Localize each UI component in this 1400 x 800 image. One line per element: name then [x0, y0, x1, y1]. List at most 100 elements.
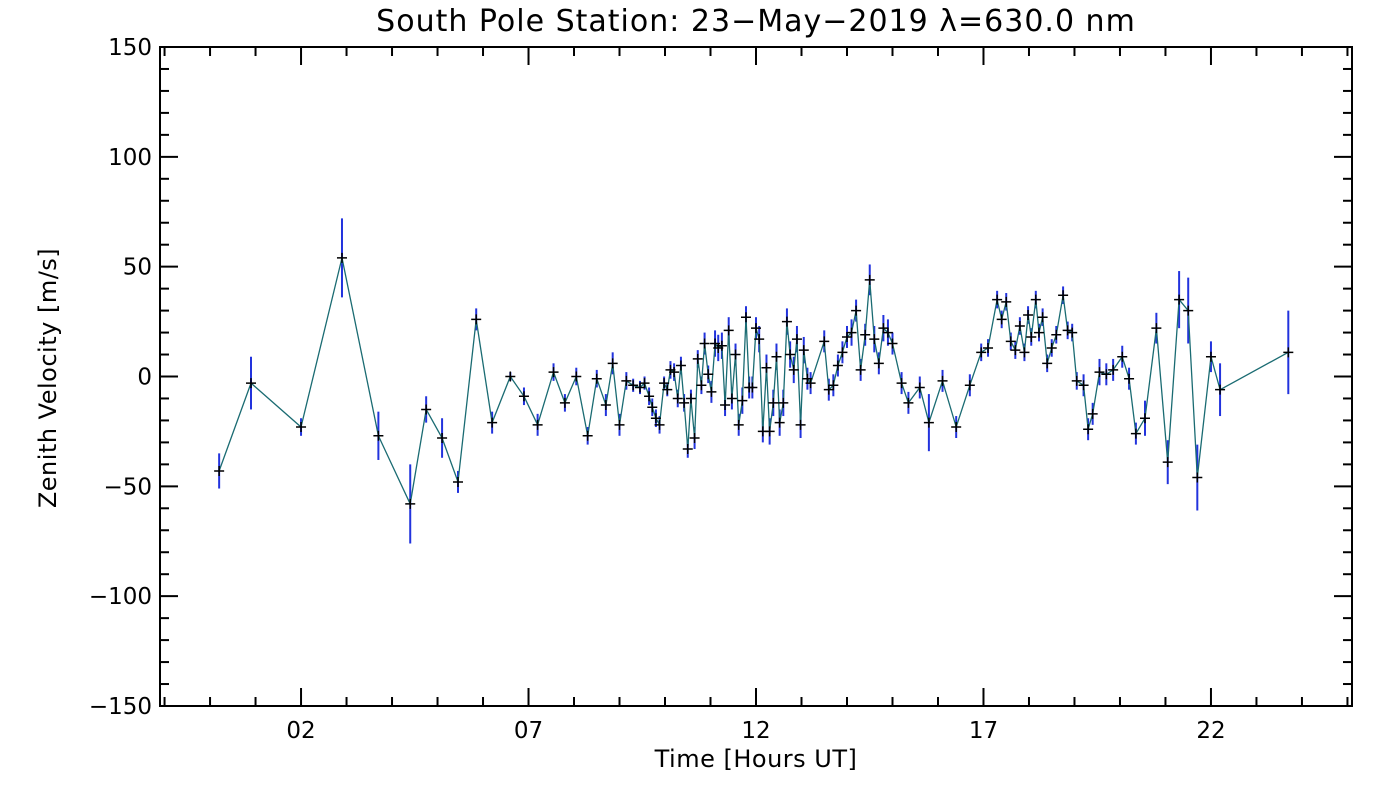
data-point — [453, 476, 463, 487]
data-point — [518, 391, 529, 402]
data-point — [634, 382, 645, 393]
data-point — [976, 347, 987, 358]
data-point — [996, 314, 1007, 325]
data-point — [1046, 342, 1057, 353]
data-point — [1101, 369, 1112, 380]
data-point — [785, 349, 796, 360]
data-point — [726, 393, 737, 404]
data-point — [405, 498, 416, 509]
data-point — [1005, 336, 1016, 347]
data-point — [471, 314, 482, 325]
data-point — [682, 443, 693, 454]
data-point — [621, 375, 632, 386]
data-point — [1019, 347, 1030, 358]
data-point — [923, 417, 934, 428]
data-point — [672, 393, 683, 404]
data-point — [937, 375, 948, 386]
chart-title: South Pole Station: 23−May−2019 λ=630.0 … — [376, 4, 1136, 39]
data-point — [805, 378, 816, 389]
y-tick-label: −150 — [89, 694, 152, 720]
data-point — [740, 312, 751, 323]
data-point — [607, 358, 618, 369]
y-tick-label: −100 — [89, 584, 152, 610]
data-point — [1026, 331, 1037, 342]
data-point — [798, 345, 809, 356]
data-point — [1037, 312, 1048, 323]
data-point — [723, 325, 734, 336]
data-point — [864, 274, 875, 285]
data-point — [768, 397, 779, 408]
x-axis-label: Time [Hours UT] — [654, 745, 858, 773]
data-point — [761, 362, 772, 373]
data-point — [685, 393, 696, 404]
data-point — [869, 334, 880, 345]
data-point — [1215, 384, 1226, 395]
data-point — [791, 334, 802, 345]
data-point — [1283, 347, 1294, 358]
data-point — [505, 371, 516, 382]
data-point — [1205, 351, 1216, 362]
data-point — [855, 364, 866, 375]
data-point — [1014, 320, 1025, 331]
data-point — [841, 331, 852, 342]
data-point — [699, 338, 710, 349]
data-point — [778, 397, 789, 408]
error-bars — [218, 218, 1290, 544]
data-point — [795, 419, 806, 430]
y-tick-label: 0 — [137, 365, 152, 391]
x-tick-label: 17 — [969, 718, 998, 744]
data-point — [1151, 323, 1162, 334]
data-point — [336, 252, 347, 263]
data-point — [754, 334, 765, 345]
data-point — [1162, 457, 1173, 468]
data-point — [860, 329, 871, 340]
data-point — [373, 430, 384, 441]
data-point — [983, 342, 994, 353]
data-point — [421, 404, 432, 415]
data-point — [1001, 296, 1012, 307]
data-point — [1108, 364, 1119, 375]
data-point — [647, 402, 658, 413]
tick-labels: −150 −100 −50 0 50 100 150 02 07 12 17 22 — [89, 35, 1226, 744]
data-point — [706, 386, 717, 397]
data-point — [1117, 351, 1128, 362]
data-point — [1062, 325, 1073, 336]
data-point — [1042, 358, 1053, 369]
data-point — [832, 360, 843, 371]
data-point — [788, 364, 799, 375]
data-point — [1071, 375, 1082, 386]
data-point — [559, 397, 570, 408]
data-point — [878, 323, 889, 334]
series-line-layer — [218, 257, 1289, 507]
data-point — [662, 384, 673, 395]
data-point — [628, 380, 639, 391]
data-point — [851, 305, 862, 316]
data-point — [781, 316, 792, 327]
data-point — [571, 371, 582, 382]
data-point — [764, 426, 775, 437]
data-point — [692, 353, 703, 364]
data-point — [437, 433, 448, 444]
data-point — [846, 327, 857, 338]
data-point — [1087, 408, 1098, 419]
data-point — [951, 422, 962, 433]
data-point — [703, 369, 714, 380]
data-point — [614, 419, 625, 430]
data-point — [751, 323, 761, 334]
data-point — [1051, 329, 1062, 340]
data-point — [675, 360, 686, 371]
data-point — [747, 382, 758, 393]
data-point — [837, 347, 848, 358]
data-point — [1083, 424, 1094, 435]
data-point — [903, 397, 914, 408]
y-tick-label: 150 — [108, 35, 152, 61]
x-tick-label: 02 — [286, 718, 315, 744]
data-point — [819, 336, 830, 347]
data-point — [1174, 294, 1185, 305]
axis-ticks — [160, 46, 1352, 707]
data-point — [873, 358, 884, 369]
data-point — [823, 384, 834, 395]
data-point — [1130, 428, 1141, 439]
data-point — [532, 419, 543, 430]
